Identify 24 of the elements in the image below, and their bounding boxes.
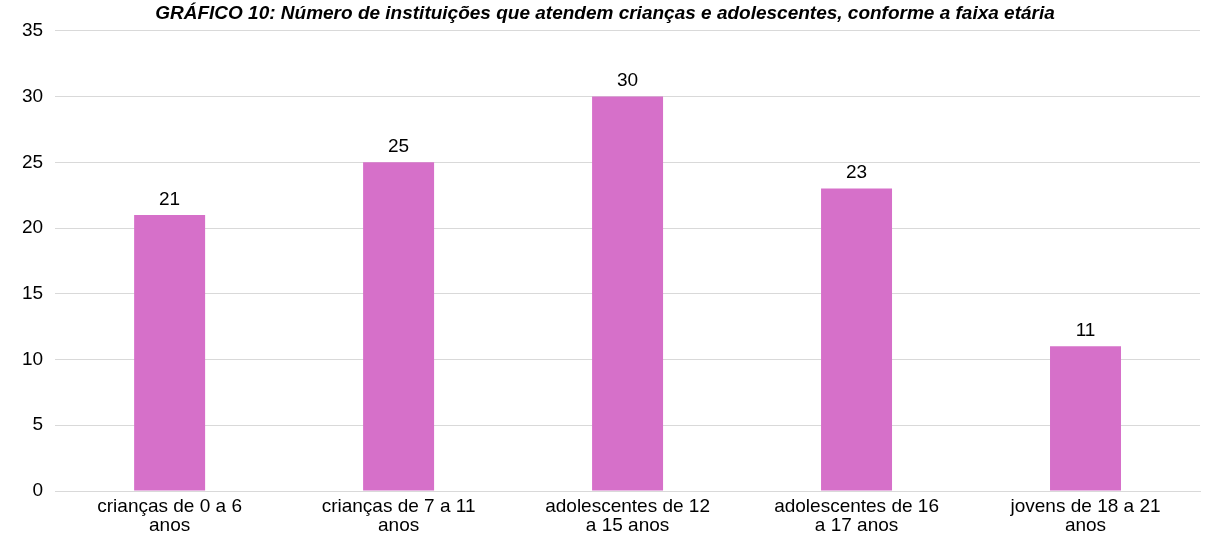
y-tick-label: 5	[32, 413, 44, 435]
chart-title: GRÁFICO 10: Número de instituições que atendem crianças e adolescentes, conforme a faixa etária	[155, 1, 1056, 23]
y-tick-label: 10	[21, 347, 44, 369]
data-label: 30	[617, 69, 639, 91]
y-tick-label: 0	[32, 479, 44, 501]
x-tick-label: adolescentes de 12 a 15 anos	[545, 494, 710, 535]
x-tick-label: crianças de 7 a 11 anos	[321, 494, 476, 535]
data-label: 11	[1075, 319, 1096, 341]
y-tick-label: 30	[21, 84, 44, 106]
data-label: 23	[845, 161, 868, 183]
data-label: 21	[159, 187, 181, 209]
y-tick-label: 20	[21, 216, 44, 238]
y-tick-label: 25	[21, 150, 44, 172]
bar	[363, 162, 435, 491]
bar	[1050, 346, 1121, 491]
bar	[592, 96, 664, 491]
bar	[821, 188, 893, 491]
y-tick-label: 35	[21, 19, 44, 41]
x-tick-label: jovens de 18 a 21 anos	[1009, 494, 1161, 535]
bar	[134, 214, 206, 491]
x-tick-label: adolescentes de 16 a 17 anos	[774, 494, 939, 535]
y-tick-label: 15	[21, 282, 44, 304]
data-label: 25	[388, 135, 410, 157]
x-tick-label: crianças de 0 a 6 anos	[97, 494, 242, 535]
